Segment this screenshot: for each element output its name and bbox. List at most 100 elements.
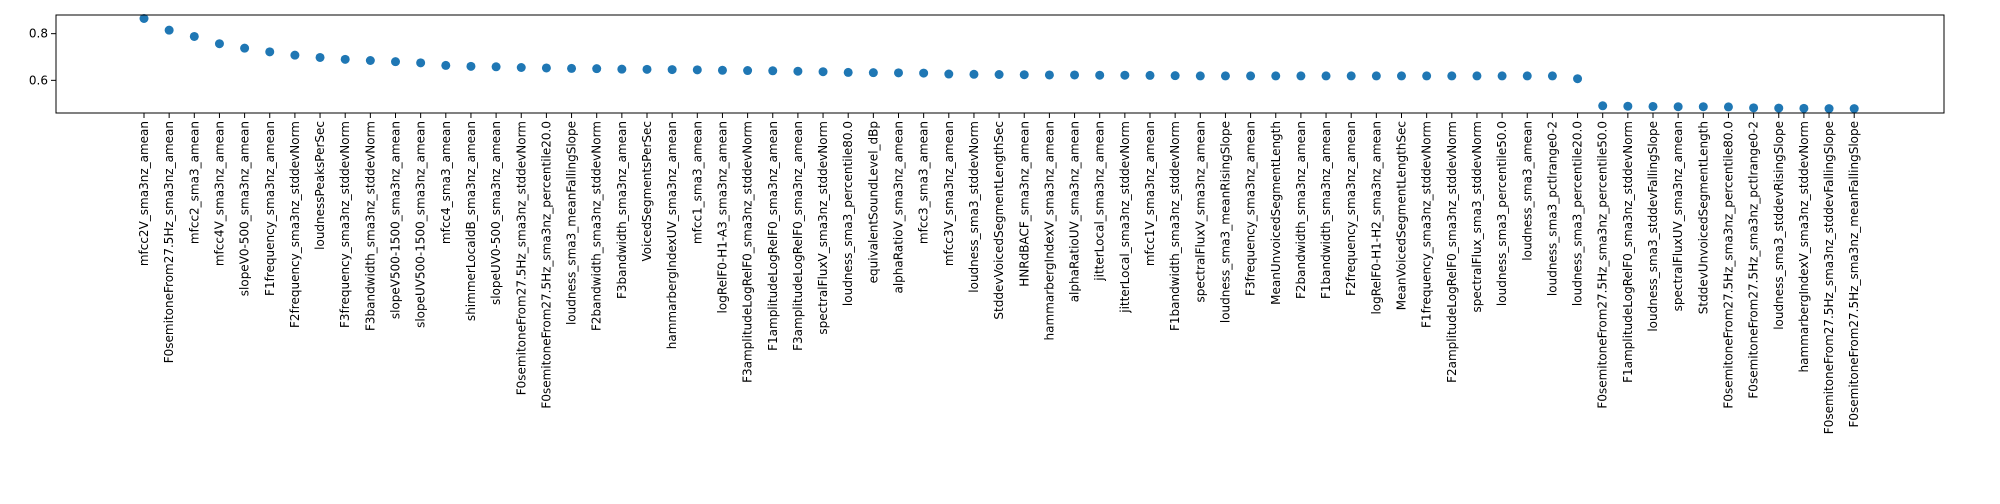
data-point <box>1447 71 1457 81</box>
data-point <box>1648 101 1658 111</box>
data-point <box>1573 74 1583 84</box>
data-point <box>1044 70 1054 80</box>
x-tick-label: F3frequency_sma3nz_amean <box>1244 121 1258 296</box>
data-point <box>1145 70 1155 80</box>
data-point <box>969 69 979 79</box>
data-point <box>1220 71 1230 81</box>
x-tick-label: F2bandwidth_sma3nz_stddevNorm <box>590 121 604 331</box>
x-tick-label: loudness_sma3_meanRisingSlope <box>1218 121 1232 323</box>
data-point <box>793 66 803 76</box>
x-tick-label: F1bandwidth_sma3nz_stddevNorm <box>1168 121 1182 331</box>
data-point <box>315 52 325 62</box>
y-tick-label: 0.6 <box>29 73 48 87</box>
x-tick-label: logRelF0-H1-H2_sma3nz_amean <box>1369 121 1383 315</box>
data-point <box>214 39 224 49</box>
x-tick-label: loudnessPeaksPerSec <box>313 121 327 250</box>
x-tick-label: jitterLocal_sma3nz_amean <box>1093 121 1107 282</box>
x-tick-label: F3amplitudeLogRelF0_sma3nz_amean <box>791 121 805 351</box>
data-points <box>139 14 1859 114</box>
data-point <box>1271 71 1281 81</box>
x-tick-label: F0semitoneFrom27.5Hz_sma3nz_percentile80… <box>1721 121 1735 409</box>
x-tick-label: VoicedSegmentsPerSec <box>640 121 654 262</box>
data-point <box>1799 103 1809 113</box>
data-point <box>919 68 929 78</box>
data-point <box>768 66 778 76</box>
data-point <box>894 68 903 78</box>
data-point <box>1824 104 1834 114</box>
x-tick-label: hammarbergIndexUV_sma3nz_amean <box>665 121 679 349</box>
x-tick-label: jitterLocal_sma3nz_stddevNorm <box>1118 121 1132 314</box>
x-tick-label: loudness_sma3_meanFallingSlope <box>565 121 579 325</box>
data-point <box>189 31 199 41</box>
x-tick-label: loudness_sma3_stddevNorm <box>967 121 981 293</box>
x-tick-label: spectralFluxV_sma3nz_stddevNorm <box>816 121 830 335</box>
data-point <box>416 58 426 68</box>
data-point <box>391 57 400 67</box>
data-point <box>1371 71 1381 81</box>
plot-frame <box>55 14 1945 114</box>
x-tick-label: F3bandwidth_sma3nz_amean <box>615 121 629 299</box>
x-tick-label: MeanVoicedSegmentLengthSec <box>1395 121 1409 310</box>
x-tick-label: F3amplitudeLogRelF0_sma3nz_stddevNorm <box>741 121 755 383</box>
x-tick-label: hammarbergIndexV_sma3nz_stddevNorm <box>1797 121 1811 372</box>
data-point <box>617 64 627 74</box>
data-point <box>491 62 501 72</box>
data-point <box>1120 70 1130 80</box>
x-tick-label: loudness_sma3_amean <box>1520 121 1534 261</box>
data-point <box>139 14 149 23</box>
x-tick-label: mfcc3V_sma3nz_amean <box>942 121 956 266</box>
data-point <box>1321 71 1331 81</box>
data-point <box>868 68 878 78</box>
x-tick-label: spectralFlux_sma3_stddevNorm <box>1470 121 1484 312</box>
data-point <box>567 63 577 73</box>
x-tick-label: F0semitoneFrom27.5Hz_sma3nz_percentile20… <box>539 121 553 409</box>
x-tick-label: mfcc4V_sma3nz_amean <box>212 121 226 266</box>
x-tick-label: mfcc3_sma3_amean <box>917 121 931 244</box>
data-point <box>1397 71 1406 81</box>
data-point <box>692 65 702 75</box>
x-tick-label: F1frequency_sma3nz_amean <box>263 121 277 296</box>
x-tick-label: equivalentSoundLevel_dBp <box>866 121 880 283</box>
x-axis: mfcc2V_sma3nz_amean F0semitoneFrom27.5Hz_… <box>137 113 1861 434</box>
x-tick-label: loudness_sma3_percentile20.0 <box>1571 121 1585 306</box>
x-tick-label: F3bandwidth_sma3nz_stddevNorm <box>363 121 377 331</box>
x-tick-label: slopeV0-500_sma3nz_amean <box>238 121 252 296</box>
data-point <box>1296 71 1306 81</box>
x-tick-label: F0semitoneFrom27.5Hz_sma3nz_stddevNorm <box>514 121 528 395</box>
data-point <box>1522 71 1532 81</box>
data-point <box>240 43 250 53</box>
x-tick-label: F2frequency_sma3nz_amean <box>1344 121 1358 296</box>
data-point <box>1195 71 1205 81</box>
data-point <box>1422 71 1432 81</box>
data-point <box>1749 103 1759 113</box>
x-tick-label: logRelF0-H1-A3_sma3nz_amean <box>715 121 729 313</box>
x-tick-label: F2amplitudeLogRelF0_sma3nz_stddevNorm <box>1445 121 1459 383</box>
data-point <box>516 63 526 72</box>
x-tick-label: slopeUV0-500_sma3nz_amean <box>489 121 503 305</box>
x-tick-label: F3frequency_sma3nz_stddevNorm <box>338 121 352 328</box>
data-point <box>1095 70 1105 80</box>
x-tick-label: F0semitoneFrom27.5Hz_sma3nz_pctlrange0-2 <box>1747 121 1761 399</box>
x-tick-label: mfcc2V_sma3nz_amean <box>137 121 151 266</box>
data-point <box>843 67 853 77</box>
data-point <box>642 64 652 74</box>
y-axis: 0.6 0.8 <box>29 27 56 87</box>
data-point <box>1019 70 1029 80</box>
data-point <box>1070 70 1080 80</box>
data-point <box>441 60 451 70</box>
x-tick-label: F1bandwidth_sma3nz_amean <box>1319 121 1333 299</box>
x-tick-label: F0semitoneFrom27.5Hz_sma3nz_meanFallingS… <box>1847 121 1861 428</box>
data-point <box>541 63 551 73</box>
data-point <box>1170 71 1180 81</box>
data-point <box>1497 71 1507 81</box>
data-point <box>340 54 350 64</box>
data-point <box>1472 71 1482 81</box>
x-tick-label: slopeUV500-1500_sma3nz_amean <box>414 121 428 328</box>
y-tick-label: 0.8 <box>29 27 48 41</box>
data-point <box>1547 71 1557 81</box>
x-tick-label: F0semitoneFrom27.5Hz_sma3nz_percentile50… <box>1596 121 1610 409</box>
data-point <box>818 67 828 77</box>
x-tick-label: loudness_sma3_percentile50.0 <box>1495 121 1509 306</box>
x-tick-label: F2frequency_sma3nz_stddevNorm <box>288 121 302 328</box>
data-point <box>1723 102 1733 112</box>
